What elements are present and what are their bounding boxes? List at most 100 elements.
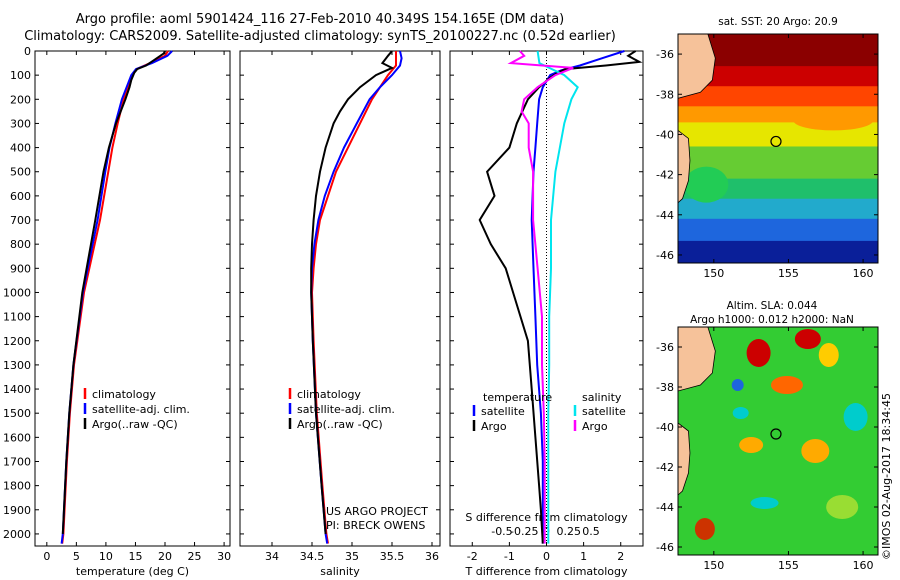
depth-tick-label: 100 <box>10 69 31 82</box>
depth-tick-label: 400 <box>10 142 31 155</box>
map-frame <box>677 33 879 264</box>
map-sst: -36 -38 -40 -42 -44 -46 150 155 160 sat. SST: 20 … <box>656 16 879 280</box>
series-argo-raw-qc- <box>61 50 166 534</box>
map-y-tick-label: -36 <box>656 48 674 61</box>
legend-label: Argo <box>582 420 608 433</box>
legend-label: satellite-adj. clim. <box>297 403 395 416</box>
sst-band <box>678 240 878 263</box>
depth-tick-label: 0 <box>24 45 31 58</box>
x-tick-label: 34 <box>265 550 279 563</box>
depth-tick-label: 1400 <box>3 383 31 396</box>
land-mainland <box>678 327 716 392</box>
plot-title-line1: Argo profile: aoml 5901424_116 27-Feb-20… <box>75 12 565 27</box>
legend-label: Argo(..raw -QC) <box>297 418 383 431</box>
x-tick-label: 35 <box>345 550 359 563</box>
sla-anomaly <box>818 343 839 367</box>
x-tick-label: 5 <box>73 550 80 563</box>
land-mainland <box>678 34 716 99</box>
sla-anomaly <box>694 518 715 540</box>
map-y-tick-label: -44 <box>656 209 674 222</box>
map-sla: -36 -38 -40 -42 -44 -46 150 155 160 Altim. SLA: 0… <box>656 300 879 572</box>
depth-tick-label: 1200 <box>3 335 31 348</box>
map-y-tick-label: -42 <box>656 461 674 474</box>
x-axis-label: T difference from climatology <box>465 565 628 578</box>
s-tick-label: -0.25 <box>510 525 538 538</box>
sla-anomaly <box>770 376 803 394</box>
legend-label: satellite-adj. clim. <box>92 403 190 416</box>
x-tick-label: 20 <box>158 550 172 563</box>
annotation-line: PI: BRECK OWENS <box>326 519 425 532</box>
map-frame <box>677 326 879 556</box>
x-tick-label: 36 <box>425 550 439 563</box>
sla-anomaly <box>731 379 744 391</box>
series-argo-raw-qc- <box>310 50 395 534</box>
legend-label: climatology <box>297 388 361 401</box>
map-x-tick-label: 160 <box>853 267 874 280</box>
sst-band <box>678 86 878 108</box>
s-tick-label: 0 <box>543 525 550 538</box>
map-y-tick-label: -46 <box>656 249 674 262</box>
map-y-tick-label: -40 <box>656 128 674 141</box>
panel-frame <box>449 50 644 547</box>
x-tick-label: 10 <box>99 550 113 563</box>
sst-band <box>678 218 878 242</box>
map-field <box>678 34 878 263</box>
x-tick-label: 15 <box>128 550 142 563</box>
x-tick-label: 0 <box>543 550 550 563</box>
map-x-tick-label: 155 <box>778 267 799 280</box>
argo-position-marker <box>770 135 782 148</box>
sla-anomaly <box>739 437 764 453</box>
legend-label: satellite <box>481 405 525 418</box>
sla-anomaly <box>746 339 771 367</box>
x-tick-label: 30 <box>217 550 231 563</box>
panel-salinity: 34 34.5 35 35.5 36 salinity climatology satelli… <box>239 50 441 578</box>
depth-tick-label: 1000 <box>3 286 31 299</box>
depth-tick-label: 1600 <box>3 431 31 444</box>
map-y-tick-label: -42 <box>656 169 674 182</box>
depth-tick-label: 800 <box>10 238 31 251</box>
x-tick-label: 34.5 <box>300 550 325 563</box>
depth-tick-label: 500 <box>10 166 31 179</box>
map-field <box>678 327 878 555</box>
map-y-tick-label: -38 <box>656 88 674 101</box>
land-tasmania <box>678 129 691 204</box>
legend-label: Argo <box>481 420 507 433</box>
map-y-tick-label: -40 <box>656 421 674 434</box>
map-y-tick-label: -46 <box>656 541 674 554</box>
x-tick-label: 25 <box>188 550 202 563</box>
s-tick-label: 0.25 <box>557 525 582 538</box>
depth-tick-label: 1800 <box>3 480 31 493</box>
map-x-tick-label: 160 <box>853 559 874 572</box>
map-title: sat. SST: 20 Argo: 20.9 <box>718 16 838 28</box>
depth-tick-label: 700 <box>10 214 31 227</box>
x-tick-label: 35.5 <box>380 550 405 563</box>
sst-patch <box>793 110 874 131</box>
x-tick-label: 2 <box>617 550 624 563</box>
depth-tick-label: 1500 <box>3 407 31 420</box>
panel-frame <box>34 50 231 547</box>
map-title: Altim. SLA: 0.044 <box>727 300 818 312</box>
depth-tick-label: 2000 <box>3 528 31 541</box>
depth-tick-label: 1700 <box>3 455 31 468</box>
panel-frame <box>239 50 441 547</box>
legend-title-temperature: temperature <box>483 391 552 404</box>
sst-band <box>678 66 878 88</box>
panel-differences: -2 -1 0 1 2 T difference from climatology -0.5… <box>449 50 644 578</box>
map-x-tick-label: 155 <box>778 559 799 572</box>
legend-label: satellite <box>582 405 626 418</box>
sla-anomaly <box>732 407 749 419</box>
map-subtitle: Argo h1000: 0.012 h2000: NaN <box>690 314 854 326</box>
legend-label: climatology <box>92 388 156 401</box>
depth-tick-label: 900 <box>10 262 31 275</box>
series-s-satellite <box>536 50 579 544</box>
plot-title-line2: Climatology: CARS2009. Satellite-adjuste… <box>24 29 616 44</box>
sst-patch <box>684 166 729 203</box>
s-tick-label: 0.5 <box>582 525 600 538</box>
credit-stamp: ©IMOS 02-Aug-2017 18:34:45 <box>880 393 893 560</box>
map-y-tick-label: -36 <box>656 341 674 354</box>
sst-band <box>678 198 878 220</box>
s-axis-label: S difference from climatology <box>465 511 628 524</box>
sla-anomaly <box>801 439 830 463</box>
x-tick-label: -1 <box>504 550 515 563</box>
x-tick-label: 0 <box>43 550 50 563</box>
